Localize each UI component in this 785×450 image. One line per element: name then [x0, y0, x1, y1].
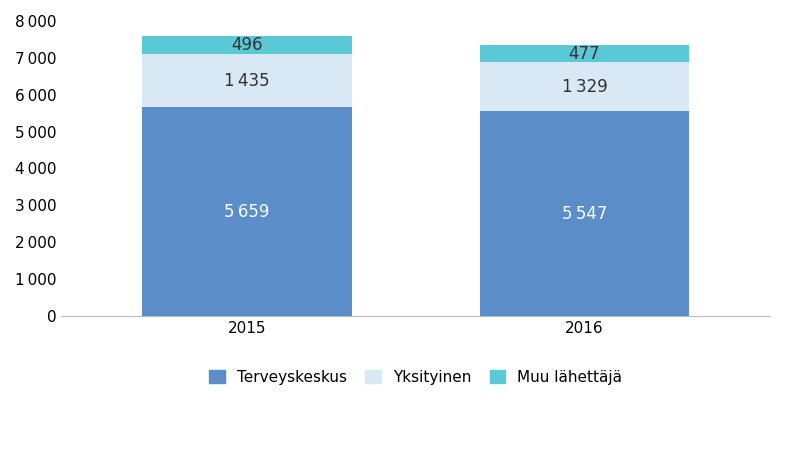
Text: 5 547: 5 547 [562, 205, 607, 223]
Bar [142, 36, 352, 54]
Legend: Terveyskeskus, Yksityinen, Muu lähettäjä: Terveyskeskus, Yksityinen, Muu lähettäjä [202, 362, 630, 392]
Text: 1 435: 1 435 [225, 72, 270, 90]
Text: 496: 496 [232, 36, 263, 54]
Bar [142, 54, 352, 107]
Bar [480, 112, 689, 316]
Bar [480, 63, 689, 112]
Bar [480, 45, 689, 63]
Text: 5 659: 5 659 [225, 202, 270, 220]
Text: 477: 477 [568, 45, 601, 63]
Text: 1 329: 1 329 [561, 78, 608, 96]
Bar [142, 107, 352, 316]
